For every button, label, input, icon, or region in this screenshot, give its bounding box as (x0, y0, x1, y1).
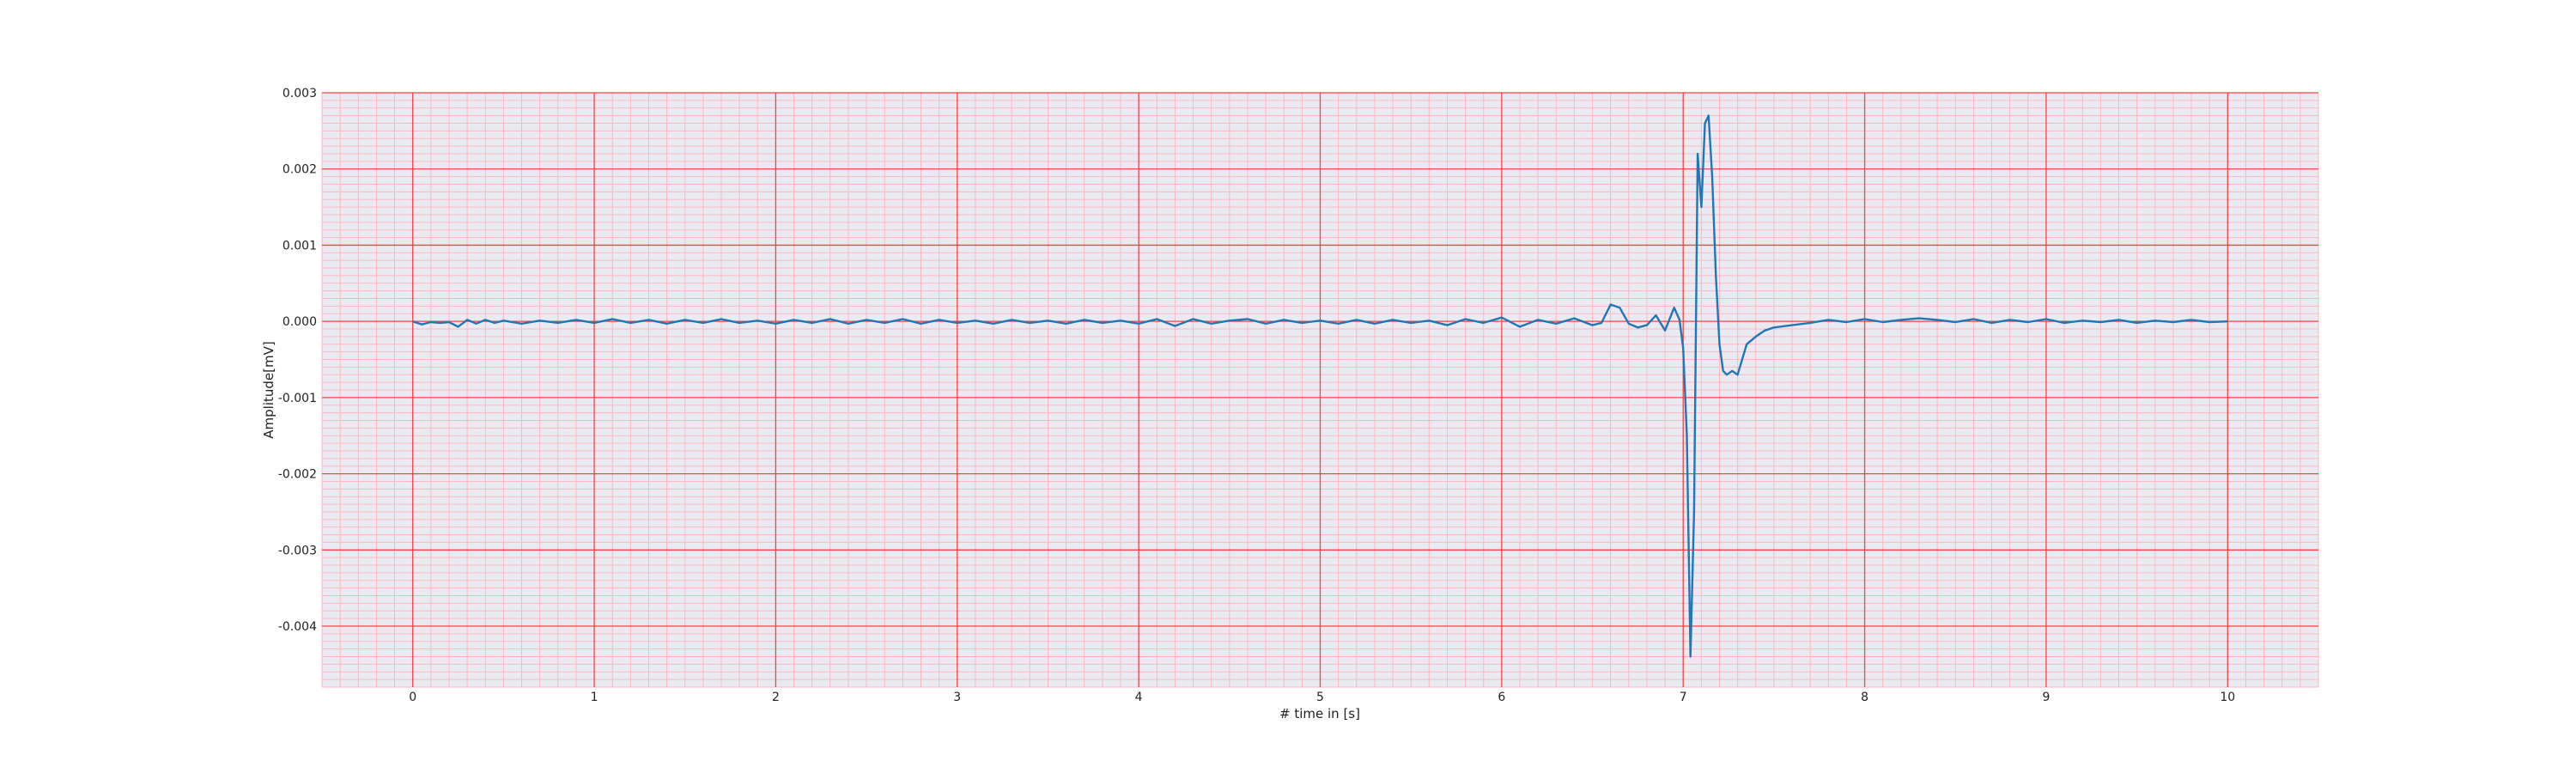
x-tick-label: 3 (953, 691, 961, 704)
x-axis-label: # time in [s] (1279, 706, 1360, 721)
x-tick-label: 5 (1316, 691, 1324, 704)
y-axis-ticks: 0.003 0.002 0.001 0.000 -0.001 -0.002 -0.003 -0… (278, 87, 317, 634)
y-tick-label: -0.001 (278, 392, 317, 405)
x-tick-label: 6 (1498, 691, 1505, 704)
x-tick-label: 7 (1680, 691, 1687, 704)
y-tick-label: 0.000 (283, 315, 317, 329)
y-tick-label: -0.004 (278, 620, 317, 634)
x-tick-label: 9 (2042, 691, 2050, 704)
ecg-signal-line (412, 114, 2228, 658)
x-tick-label: 8 (1861, 691, 1868, 704)
x-tick-label: 1 (591, 691, 598, 704)
y-axis-label: Amplitude[mV] (261, 341, 276, 438)
x-tick-label: 4 (1135, 691, 1143, 704)
y-tick-label: -0.003 (278, 544, 317, 557)
y-tick-label: 0.002 (283, 163, 317, 177)
y-tick-label: 0.001 (283, 239, 317, 253)
major-grid (322, 92, 2318, 687)
y-tick-label: 0.003 (283, 87, 317, 100)
y-tick-label: -0.002 (278, 468, 317, 482)
x-tick-label: 0 (409, 691, 416, 704)
x-tick-label: 2 (772, 691, 780, 704)
x-axis-ticks: 0 1 2 3 4 5 6 7 8 9 10 (409, 691, 2235, 704)
x-tick-label: 10 (2220, 691, 2235, 704)
